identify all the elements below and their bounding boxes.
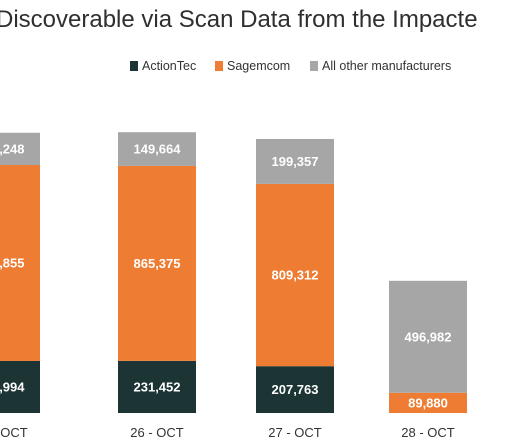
legend-label-0: ActionTec (142, 59, 196, 73)
bar-segment-3-1 (389, 392, 467, 413)
bar-segment-1-2 (118, 132, 196, 166)
bar-segment-0-1 (0, 165, 40, 361)
bar-segment-3-2 (389, 280, 467, 393)
data-label-2-2: 199,357 (272, 154, 319, 169)
legend: ActionTec Sagemcom All other manufacturers (130, 59, 451, 73)
bar-segment-2-1 (256, 183, 334, 367)
legend-swatch-0 (130, 61, 138, 71)
bar-segment-2-2 (256, 138, 334, 184)
data-label-0-2: 143,248 (0, 141, 25, 156)
data-label-1-0: 231,452 (134, 379, 181, 394)
bar-segment-0-0 (0, 360, 40, 413)
data-label-3-2: 496,982 (405, 329, 452, 344)
data-label-0-1: 869,855 (0, 255, 25, 270)
x-tick-label-0: 25 - OCT (0, 425, 28, 440)
bars (0, 132, 467, 413)
bar-segment-1-1 (118, 165, 196, 361)
data-label-0-0: 230,994 (0, 379, 25, 394)
data-label-3-1: 89,880 (408, 395, 448, 410)
data-label-2-1: 809,312 (272, 268, 319, 283)
data-label-1-1: 865,375 (134, 256, 181, 271)
legend-label-2: All other manufacturers (322, 59, 451, 73)
value-labels: 230,994 869,855 143,248 231,452 865,375 149,6… (0, 141, 452, 410)
legend-swatch-1 (215, 61, 223, 71)
bar-segment-1-0 (118, 360, 196, 413)
data-label-1-2: 149,664 (134, 142, 182, 157)
x-tick-label-3: 28 - OCT (401, 425, 455, 440)
legend-label-1: Sagemcom (227, 59, 290, 73)
legend-swatch-2 (310, 61, 318, 71)
bar-segment-2-0 (256, 366, 334, 413)
x-tick-label-1: 26 - OCT (130, 425, 184, 440)
data-label-2-0: 207,763 (272, 382, 319, 397)
bar-segment-0-2 (0, 132, 40, 166)
x-tick-label-2: 27 - OCT (268, 425, 322, 440)
x-axis-ticks: 25 - OCT 26 - OCT 27 - OCT 28 - OCT (0, 425, 455, 440)
chart-title: Discoverable via Scan Data from the Impa… (0, 6, 478, 33)
